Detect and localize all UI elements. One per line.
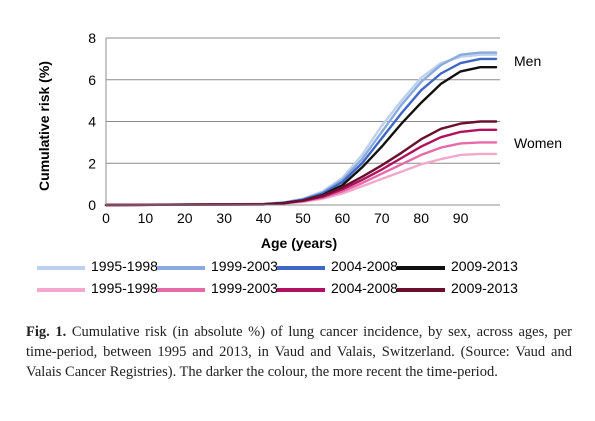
- y-tick-label-4: 4: [88, 114, 96, 130]
- x-tick-label-60: 60: [335, 210, 351, 226]
- y-tick-labels: 0 2 4 6 8: [88, 30, 96, 213]
- figure-caption: Fig. 1. Cumulative risk (in absolute %) …: [26, 322, 572, 382]
- legend-label: 1999-2003: [211, 258, 278, 274]
- legend-swatch: [157, 266, 205, 270]
- x-tick-label-90: 90: [453, 210, 469, 226]
- x-tick-label-70: 70: [374, 210, 390, 226]
- series-line-women-1999-2003: [104, 141, 498, 207]
- series-line-women-2009-2013: [104, 120, 498, 207]
- y-tick-label-6: 6: [88, 72, 96, 88]
- y-tick-label-8: 8: [88, 30, 96, 46]
- series-line-men-2004-2008: [104, 57, 498, 207]
- x-tick-labels: 0 10 20 30 40 50 60 70 80 90: [102, 210, 468, 226]
- x-tick-label-40: 40: [256, 210, 272, 226]
- series-line-women-2004-2008: [104, 128, 498, 207]
- legend-label: 2009-2013: [451, 280, 518, 296]
- legend-swatch: [277, 266, 325, 270]
- legend-swatch: [397, 266, 445, 270]
- x-tick-label-50: 50: [295, 210, 311, 226]
- legend-swatch: [157, 288, 205, 292]
- x-tick-label-20: 20: [177, 210, 193, 226]
- legend-label: 2004-2008: [331, 280, 398, 296]
- x-axis-title: Age (years): [261, 235, 337, 251]
- y-tick-label-2: 2: [88, 155, 96, 171]
- figure-label: Fig. 1.: [26, 324, 67, 340]
- series-line-men-2009-2013: [104, 65, 498, 207]
- legend-row-women: 1995-1998 1999-2003 2004-2008 2009-2013: [0, 280, 595, 298]
- legend-row-men: 1995-1998 1999-2003 2004-2008 2009-2013: [0, 258, 595, 276]
- x-tick-label-10: 10: [138, 210, 154, 226]
- legend-swatch: [37, 288, 85, 292]
- legend-label: 2009-2013: [451, 258, 518, 274]
- x-tick-label-80: 80: [413, 210, 429, 226]
- figure-caption-text: Cumulative risk (in absolute %) of lung …: [26, 324, 573, 380]
- legend-swatch: [397, 288, 445, 292]
- legend-swatch: [37, 266, 85, 270]
- legend-label: 2004-2008: [331, 258, 398, 274]
- legend-label: 1995-1998: [91, 258, 158, 274]
- group-label-men: Men: [514, 53, 541, 69]
- lung-cancer-chart: 0 10 20 30 40 50 60 70 80 90 0 2 4 6 8 Age (years) Cu…: [36, 30, 562, 251]
- y-axis-title: Cumulative risk (%): [36, 61, 52, 191]
- gridlines: [106, 37, 500, 164]
- x-tick-label-30: 30: [216, 210, 232, 226]
- axes: [105, 38, 500, 206]
- series-line-women-1995-1998: [104, 152, 498, 207]
- group-label-women: Women: [514, 135, 562, 151]
- legend-label: 1995-1998: [91, 280, 158, 296]
- series-lines: [104, 51, 498, 207]
- x-tick-label-0: 0: [102, 210, 110, 226]
- legend-label: 1999-2003: [211, 280, 278, 296]
- y-tick-label-0: 0: [88, 197, 96, 213]
- legend-swatch: [277, 288, 325, 292]
